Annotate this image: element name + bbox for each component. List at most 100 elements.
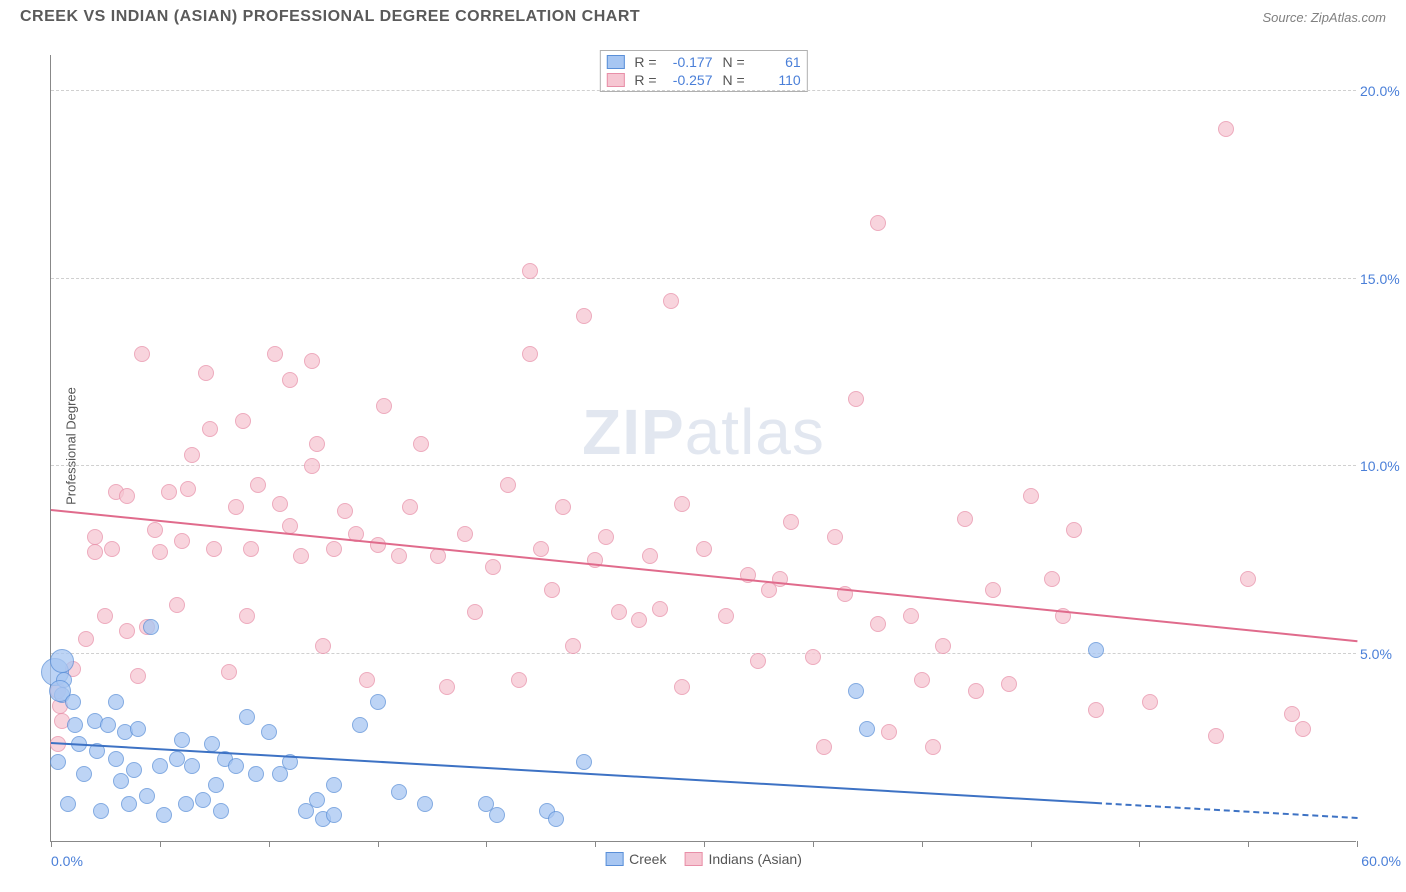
scatter-dot-pink — [663, 293, 679, 309]
source-attribution: Source: ZipAtlas.com — [1262, 10, 1386, 25]
scatter-dot-pink — [250, 477, 266, 493]
scatter-dot-pink — [267, 346, 283, 362]
scatter-dot-blue — [576, 754, 592, 770]
scatter-dot-pink — [1142, 694, 1158, 710]
scatter-dot-pink — [221, 664, 237, 680]
scatter-dot-blue — [93, 803, 109, 819]
gridline-h — [51, 278, 1356, 279]
x-tick — [378, 841, 379, 847]
scatter-dot-blue — [76, 766, 92, 782]
scatter-dot-blue — [174, 732, 190, 748]
scatter-dot-blue — [248, 766, 264, 782]
scatter-dot-pink — [903, 608, 919, 624]
scatter-dot-pink — [402, 499, 418, 515]
scatter-dot-blue — [121, 796, 137, 812]
scatter-dot-pink — [631, 612, 647, 628]
x-tick — [51, 841, 52, 847]
scatter-dot-pink — [511, 672, 527, 688]
watermark-zip: ZIP — [582, 396, 685, 468]
x-tick — [486, 841, 487, 847]
x-tick — [1357, 841, 1358, 847]
scatter-dot-pink — [522, 263, 538, 279]
scatter-dot-blue — [195, 792, 211, 808]
scatter-dot-pink — [235, 413, 251, 429]
r-label: R = — [634, 72, 656, 88]
r-label: R = — [634, 54, 656, 70]
y-tick-label: 20.0% — [1360, 83, 1404, 99]
scatter-dot-blue — [67, 717, 83, 733]
scatter-dot-pink — [180, 481, 196, 497]
scatter-dot-pink — [467, 604, 483, 620]
scatter-dot-pink — [1066, 522, 1082, 538]
scatter-dot-pink — [78, 631, 94, 647]
scatter-dot-blue — [60, 796, 76, 812]
correlation-stats-box: R = -0.177 N = 61 R = -0.257 N = 110 — [599, 50, 807, 92]
scatter-dot-blue — [1088, 642, 1104, 658]
scatter-dot-pink — [696, 541, 712, 557]
r-value: -0.257 — [663, 72, 713, 88]
scatter-dot-pink — [87, 529, 103, 545]
scatter-dot-blue — [50, 649, 74, 673]
scatter-dot-pink — [413, 436, 429, 452]
scatter-dot-blue — [204, 736, 220, 752]
n-value: 61 — [751, 54, 801, 70]
scatter-dot-pink — [565, 638, 581, 654]
gridline-h — [51, 90, 1356, 91]
swatch-blue — [606, 55, 624, 69]
scatter-dot-pink — [750, 653, 766, 669]
scatter-dot-pink — [968, 683, 984, 699]
scatter-dot-pink — [272, 496, 288, 512]
scatter-dot-blue — [126, 762, 142, 778]
scatter-dot-blue — [178, 796, 194, 812]
chart-header: CREEK VS INDIAN (ASIAN) PROFESSIONAL DEG… — [20, 8, 1386, 26]
scatter-dot-blue — [169, 751, 185, 767]
scatter-dot-pink — [282, 372, 298, 388]
scatter-dot-pink — [870, 616, 886, 632]
regression-line-blue-extrap — [1096, 802, 1357, 819]
scatter-dot-blue — [213, 803, 229, 819]
scatter-dot-blue — [326, 807, 342, 823]
x-tick — [1248, 841, 1249, 847]
scatter-dot-pink — [500, 477, 516, 493]
y-tick-label: 10.0% — [1360, 458, 1404, 474]
scatter-dot-blue — [239, 709, 255, 725]
scatter-dot-pink — [598, 529, 614, 545]
scatter-dot-pink — [1088, 702, 1104, 718]
x-tick — [1139, 841, 1140, 847]
scatter-dot-pink — [161, 484, 177, 500]
scatter-dot-blue — [113, 773, 129, 789]
scatter-dot-blue — [65, 694, 81, 710]
scatter-dot-pink — [130, 668, 146, 684]
scatter-dot-blue — [848, 683, 864, 699]
scatter-dot-pink — [104, 541, 120, 557]
scatter-dot-pink — [359, 672, 375, 688]
scatter-dot-blue — [859, 721, 875, 737]
scatter-dot-pink — [533, 541, 549, 557]
scatter-dot-pink — [370, 537, 386, 553]
scatter-dot-blue — [489, 807, 505, 823]
scatter-dot-pink — [376, 398, 392, 414]
x-tick-max: 60.0% — [1361, 853, 1401, 869]
scatter-dot-pink — [652, 601, 668, 617]
chart-container: CREEK VS INDIAN (ASIAN) PROFESSIONAL DEG… — [0, 0, 1406, 892]
scatter-dot-pink — [805, 649, 821, 665]
scatter-dot-pink — [1208, 728, 1224, 744]
scatter-dot-pink — [674, 496, 690, 512]
scatter-dot-pink — [198, 365, 214, 381]
scatter-dot-pink — [881, 724, 897, 740]
scatter-dot-pink — [642, 548, 658, 564]
scatter-dot-blue — [417, 796, 433, 812]
scatter-dot-pink — [304, 458, 320, 474]
scatter-dot-blue — [208, 777, 224, 793]
scatter-dot-pink — [925, 739, 941, 755]
scatter-dot-blue — [139, 788, 155, 804]
scatter-dot-pink — [870, 215, 886, 231]
legend-label: Indians (Asian) — [708, 851, 801, 867]
scatter-dot-pink — [1295, 721, 1311, 737]
n-label: N = — [723, 72, 745, 88]
n-value: 110 — [751, 72, 801, 88]
scatter-dot-pink — [674, 679, 690, 695]
scatter-dot-pink — [202, 421, 218, 437]
scatter-dot-pink — [184, 447, 200, 463]
scatter-dot-pink — [315, 638, 331, 654]
